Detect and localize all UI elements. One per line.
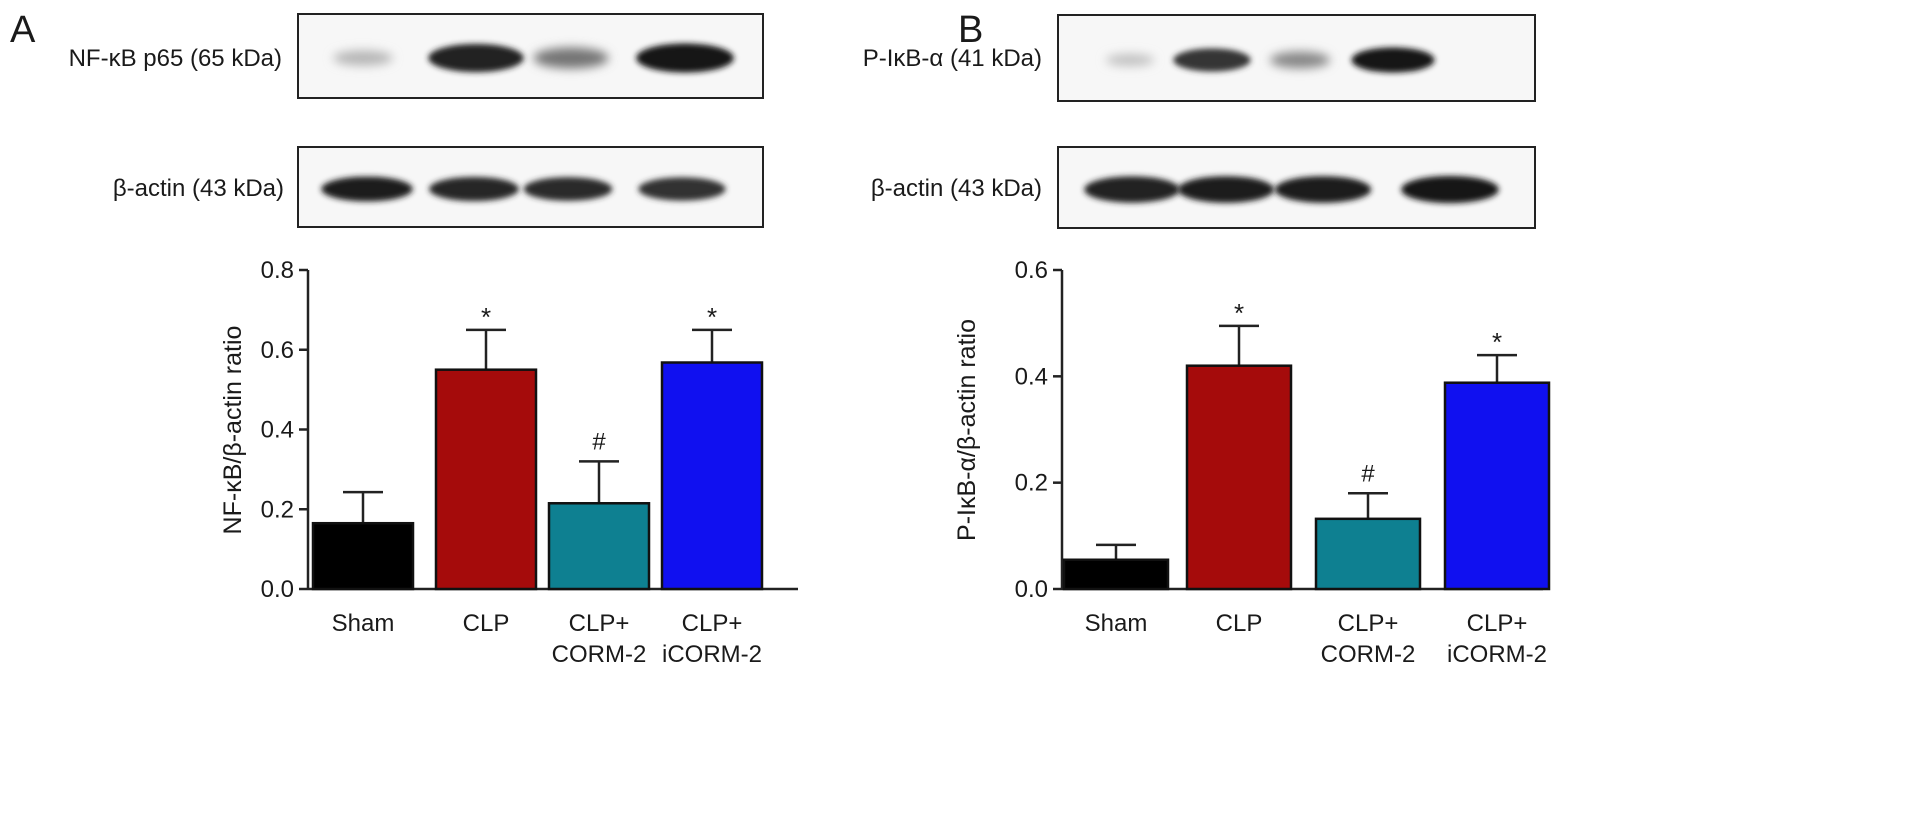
blot-actin-a-band-4 bbox=[638, 177, 726, 201]
chart-a-ylabel: NF-κB/β-actin ratio bbox=[219, 326, 247, 535]
panel-letter-a: A bbox=[10, 9, 36, 51]
chart-b-bar-3 bbox=[1314, 517, 1422, 591]
chart-b-category-label-3-1: CLP+ bbox=[1338, 610, 1399, 637]
blot-pikba-band-1 bbox=[1105, 53, 1155, 67]
chart-a-annotation-4: * bbox=[707, 302, 717, 332]
blot-actin-a-band-1 bbox=[321, 176, 413, 202]
bar-chart-a: 0.0 0.2 0.4 0.6 0.8 Sham * CLP # CLP+ CORM-2 * CLP+… bbox=[219, 257, 798, 668]
chart-a-bars: Sham * CLP # CLP+ CORM-2 * CLP+ iCORM-2 bbox=[311, 302, 764, 668]
chart-b-annotation-2: * bbox=[1234, 298, 1244, 328]
chart-b-bar-2 bbox=[1185, 364, 1293, 591]
chart-a-category-label-4-1: CLP+ bbox=[682, 610, 743, 637]
blot-pikba-band-3 bbox=[1269, 51, 1331, 69]
chart-b-ytick-label-2: 0.4 bbox=[1015, 363, 1048, 390]
chart-a-bar-2 bbox=[434, 368, 538, 591]
chart-b-category-label-4-2: iCORM-2 bbox=[1447, 641, 1547, 668]
western-blot-beta-actin-a bbox=[297, 146, 764, 228]
chart-b-category-label-4-1: CLP+ bbox=[1467, 610, 1528, 637]
western-blot-p-ikba bbox=[1057, 14, 1536, 102]
chart-a-category-label-4-2: iCORM-2 bbox=[662, 641, 762, 668]
chart-b-bar-4 bbox=[1443, 381, 1551, 591]
blot-label-nfkb-p65: NF-κB p65 (65 kDa) bbox=[69, 45, 282, 72]
chart-a-category-label-2-1: CLP bbox=[463, 610, 510, 637]
chart-b-bar-1 bbox=[1062, 558, 1170, 591]
chart-b-category-label-3-2: CORM-2 bbox=[1321, 641, 1416, 668]
blot-pikba-band-2 bbox=[1173, 48, 1251, 72]
chart-a-category-label-3-1: CLP+ bbox=[569, 610, 630, 637]
chart-b-ylabel: P-IκB-α/β-actin ratio bbox=[953, 319, 981, 541]
blot-actin-a-band-2 bbox=[429, 176, 519, 202]
chart-b-annotation-3: # bbox=[1361, 460, 1375, 487]
chart-b-category-label-1-1: Sham bbox=[1085, 610, 1148, 637]
chart-a-ytick-label-3: 0.6 bbox=[261, 337, 294, 364]
blot-nfkb-band-1 bbox=[333, 50, 393, 66]
blot-nfkb-band-4 bbox=[636, 43, 734, 73]
blot-actin-b-band-1 bbox=[1084, 176, 1180, 203]
chart-b-category-label-2-1: CLP bbox=[1216, 610, 1263, 637]
blot-label-beta-actin-a: β-actin (43 kDa) bbox=[113, 175, 284, 202]
chart-b-bars: Sham * CLP # CLP+ CORM-2 * CLP+ iCORM-2 bbox=[1062, 298, 1551, 668]
blot-actin-b-band-4 bbox=[1401, 175, 1499, 204]
chart-b-ytick-label-3: 0.6 bbox=[1015, 257, 1048, 284]
blot-nfkb-band-3 bbox=[533, 47, 609, 69]
western-blot-beta-actin-b bbox=[1057, 146, 1536, 229]
chart-a-bar-4 bbox=[660, 361, 764, 591]
chart-a-category-label-1-1: Sham bbox=[332, 610, 395, 637]
chart-a-annotation-3: # bbox=[592, 428, 606, 455]
bar-chart-b: 0.0 0.2 0.4 0.6 Sham * CLP # CLP+ CORM-2 * CLP+ iCO… bbox=[953, 257, 1551, 668]
blot-actin-a-band-3 bbox=[523, 177, 613, 201]
blot-label-p-ikba: P-IκB-α (41 kDa) bbox=[863, 45, 1042, 72]
chart-b-ytick-label-0: 0.0 bbox=[1015, 576, 1048, 603]
chart-a-category-label-3-2: CORM-2 bbox=[552, 641, 647, 668]
blot-nfkb-band-2 bbox=[428, 43, 524, 73]
chart-b-ytick-label-1: 0.2 bbox=[1015, 470, 1048, 497]
chart-a-ytick-label-2: 0.4 bbox=[261, 417, 294, 444]
blot-actin-b-band-2 bbox=[1177, 176, 1275, 203]
chart-a-annotation-2: * bbox=[481, 302, 491, 332]
panel-letter-b: B bbox=[958, 9, 983, 51]
blot-label-beta-actin-b: β-actin (43 kDa) bbox=[871, 175, 1042, 202]
chart-a-ytick-label-0: 0.0 bbox=[261, 576, 294, 603]
chart-a-ytick-label-4: 0.8 bbox=[261, 257, 294, 284]
western-blot-nfkb-p65 bbox=[297, 13, 764, 99]
blot-pikba-band-4 bbox=[1351, 47, 1435, 73]
blot-actin-b-band-3 bbox=[1274, 176, 1372, 203]
chart-a-bar-3 bbox=[547, 502, 651, 591]
chart-a-bar-1 bbox=[311, 521, 415, 591]
chart-b-annotation-4: * bbox=[1492, 327, 1502, 357]
chart-a-ytick-label-1: 0.2 bbox=[261, 496, 294, 523]
